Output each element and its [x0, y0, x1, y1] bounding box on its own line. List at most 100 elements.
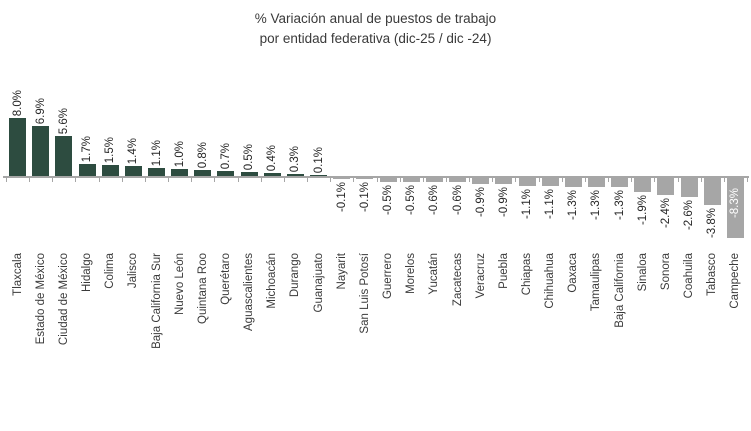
x-axis-label: Veracruz [475, 253, 487, 299]
bar [704, 178, 721, 205]
axis-tick [330, 178, 331, 182]
x-axis-label: Ciudad de México [58, 253, 70, 346]
bar-value-label: 1.5% [104, 136, 116, 163]
x-axis-label: Tamaulipas [590, 253, 602, 312]
bar-value-label: -2.6% [683, 200, 695, 231]
bar-value-label: 0.1% [313, 146, 325, 173]
bar-value-label: 0.8% [197, 141, 209, 168]
bar-value-label: 0.5% [243, 143, 255, 170]
x-axis-label: Zacatecas [452, 253, 464, 307]
axis-tick [261, 178, 262, 182]
axis-tick [191, 178, 192, 182]
x-axis-line [3, 176, 749, 178]
axis-tick [446, 178, 447, 182]
axis-tick [99, 178, 100, 182]
chart-title-line2: por entidad federativa (dic-25 / dic -24… [259, 31, 492, 46]
bar-value-label: -2.4% [660, 198, 672, 229]
axis-tick [238, 178, 239, 182]
bar-value-label: 0.4% [266, 144, 278, 171]
axis-tick [515, 178, 516, 182]
x-axis-label: Sonora [660, 253, 672, 291]
x-axis-label: Quintana Roo [197, 253, 209, 324]
bar-value-label: -0.1% [336, 182, 348, 213]
x-axis-label: Estado de México [35, 253, 47, 345]
x-axis-label: Nuevo León [174, 253, 186, 316]
axis-tick [145, 178, 146, 182]
x-axis-label: Querétaro [220, 253, 232, 305]
axis-tick [608, 178, 609, 182]
bar-value-label: -0.1% [359, 182, 371, 213]
chart-title-line1: % Variación anual de puestos de trabajo [254, 11, 497, 26]
bar [611, 178, 628, 187]
axis-tick [400, 178, 401, 182]
bar [519, 178, 536, 186]
bar [565, 178, 582, 187]
bar [264, 173, 281, 176]
axis-tick [654, 178, 655, 182]
x-axis-label: Colima [104, 253, 116, 289]
bar [241, 172, 258, 176]
bar [171, 169, 188, 176]
x-axis-label: San Luis Potosí [359, 253, 371, 334]
bar-value-label: -0.6% [452, 185, 464, 216]
x-axis-label: Michoacán [266, 253, 278, 309]
x-axis-label: Guanajuato [313, 253, 325, 313]
axis-tick [122, 178, 123, 182]
x-axis-label: Tabasco [706, 253, 718, 296]
axis-tick [631, 178, 632, 182]
axis-tick [423, 178, 424, 182]
axis-tick [6, 178, 7, 182]
bar-value-label: 6.9% [35, 97, 47, 124]
x-axis-label: Hidalgo [81, 253, 93, 292]
bar-value-label: 8.0% [12, 89, 24, 116]
bar-value-label: -1.3% [590, 190, 602, 221]
axis-tick [539, 178, 540, 182]
bar [472, 178, 489, 184]
x-axis-label: Guerrero [382, 253, 394, 300]
bar [102, 165, 119, 176]
bar [380, 178, 397, 182]
bar [356, 178, 373, 179]
bar [32, 126, 49, 176]
axis-tick [307, 178, 308, 182]
x-axis-label: Baja California Sur [151, 253, 163, 349]
x-axis-label: Puebla [498, 253, 510, 289]
bar-value-label: 1.0% [174, 140, 186, 167]
bar [449, 178, 466, 182]
bar [194, 170, 211, 176]
bar-value-label: -1.3% [567, 190, 579, 221]
x-axis-label: Durango [289, 253, 301, 298]
bar-value-label: -3.8% [706, 208, 718, 239]
bar [55, 136, 72, 176]
x-axis-label: Morelos [405, 253, 417, 294]
axis-tick [284, 178, 285, 182]
axis-tick [678, 178, 679, 182]
bar [287, 174, 304, 176]
axis-tick [377, 178, 378, 182]
bar-value-label: 0.3% [289, 145, 301, 172]
x-axis-label: Baja California [614, 253, 626, 328]
bar-value-label: -0.9% [475, 187, 487, 218]
x-axis-label: Yucatán [428, 253, 440, 295]
bar [148, 168, 165, 176]
bar-value-label: -1.9% [637, 195, 649, 226]
bar [9, 118, 26, 176]
bar-value-label: -0.5% [382, 185, 394, 216]
axis-tick [75, 178, 76, 182]
bar [333, 178, 350, 179]
axis-tick [562, 178, 563, 182]
x-axis-label: Jalisco [127, 253, 139, 289]
x-axis-label: Nayarit [336, 253, 348, 290]
bar [217, 171, 234, 176]
bar-value-label: 5.6% [58, 107, 70, 134]
bar [727, 178, 744, 238]
x-axis-label: Chihuahua [544, 253, 556, 309]
bar-value-label: -1.3% [614, 190, 626, 221]
axis-tick [353, 178, 354, 182]
axis-tick [168, 178, 169, 182]
bar [310, 175, 327, 176]
bar-value-label: -0.9% [498, 187, 510, 218]
bar-value-label: -0.6% [428, 185, 440, 216]
bar-value-label: 1.7% [81, 135, 93, 162]
